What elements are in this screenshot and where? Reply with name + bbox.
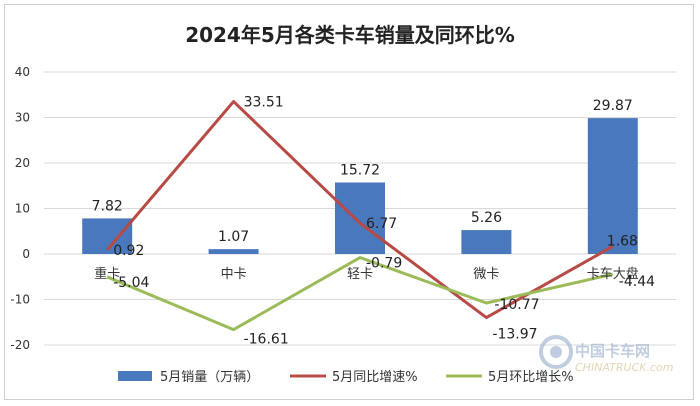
- legend-item-sales: 5月销量（万辆）: [118, 370, 259, 385]
- legend-swatch: [118, 371, 152, 381]
- watermark-logo: 中国卡车网 CHINATRUCK.com: [539, 335, 673, 374]
- bar-value-label: 29.87: [593, 98, 633, 114]
- bar: [587, 118, 638, 255]
- legend-label: 5月同比增速%: [332, 370, 418, 385]
- y-tick-label: 0: [22, 247, 30, 261]
- mom-value-label: -4.44: [619, 274, 655, 290]
- x-category-label: 中卡: [221, 267, 247, 282]
- chart-title: 2024年5月各类卡车销量及同环比%: [185, 23, 515, 47]
- y-tick-label: -10: [10, 293, 30, 307]
- line-series: [106, 100, 614, 332]
- x-category-label: 重卡: [94, 266, 120, 282]
- y-tick-label: 40: [15, 65, 30, 79]
- bar-series: [82, 118, 638, 255]
- x-category-label: 卡车大盘: [587, 266, 639, 282]
- bar: [461, 230, 512, 254]
- watermark-logo-subtext: CHINATRUCK.com: [575, 361, 673, 374]
- data-labels: 7.82 1.07 15.72 5.26 29.87 0.92 33.51 6.77 -13.9…: [92, 95, 656, 348]
- yoy-value-label: 33.51: [244, 95, 284, 111]
- legend-label: 5月环比增长%: [488, 370, 574, 385]
- bar: [335, 182, 385, 254]
- y-tick-label: 30: [15, 111, 30, 125]
- legend-label: 5月销量（万辆）: [160, 370, 259, 385]
- y-tick-label: 20: [15, 156, 30, 170]
- mom-value-label: -16.61: [244, 332, 289, 348]
- bar-value-label: 15.72: [340, 162, 380, 178]
- y-tick-label: 10: [15, 202, 30, 216]
- legend-item-yoy: 5月同比增速%: [290, 370, 418, 385]
- yoy-value-label: 0.92: [113, 243, 144, 259]
- x-axis-categories: 重卡 中卡 轻卡 微卡 卡车大盘: [94, 266, 639, 282]
- y-tick-label: -20: [10, 338, 30, 352]
- mom-value-label: -5.04: [113, 275, 149, 291]
- legend-item-mom: 5月环比增长%: [446, 370, 574, 385]
- legend: 5月销量（万辆） 5月同比增速% 5月环比增长%: [118, 370, 574, 385]
- bar-value-label: 7.82: [92, 198, 123, 214]
- mom-value-label: -0.79: [366, 256, 402, 272]
- watermark-logo-text: 中国卡车网: [575, 342, 650, 360]
- yoy-value-label: 6.77: [366, 216, 397, 232]
- mom-line: [106, 256, 614, 332]
- x-category-label: 轻卡: [347, 267, 373, 282]
- mom-value-label: -10.77: [494, 297, 539, 313]
- yoy-value-label: 1.68: [607, 233, 638, 249]
- bar: [208, 249, 259, 254]
- y-axis-ticks: 40 30 20 10 0 -10 -20: [10, 65, 30, 352]
- bar-value-label: 1.07: [218, 229, 249, 245]
- bar-value-label: 5.26: [471, 210, 502, 226]
- x-category-label: 微卡: [473, 267, 499, 282]
- yoy-value-label: -13.97: [492, 327, 537, 343]
